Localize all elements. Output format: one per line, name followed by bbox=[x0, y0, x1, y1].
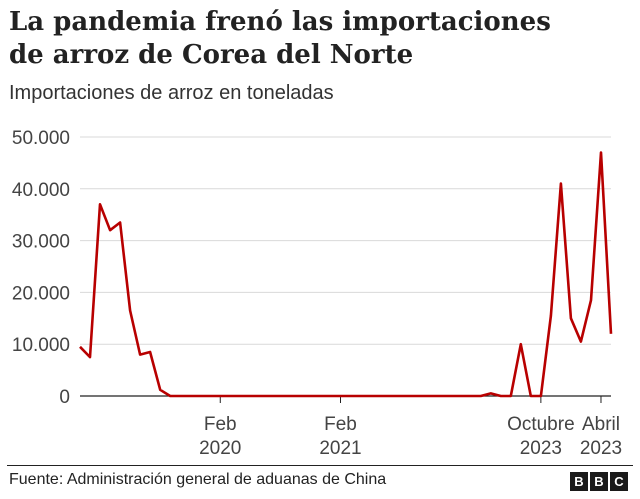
y-tick-label: 40.000 bbox=[12, 180, 70, 201]
chart-title-line-2: de arroz de Corea del Norte bbox=[9, 40, 414, 70]
footer-divider bbox=[7, 465, 633, 466]
chart-title-line-1: La pandemia frenó las importaciones bbox=[9, 7, 551, 37]
x-tick-label-line1: Abril bbox=[582, 414, 620, 435]
x-tick-label-line1: Feb bbox=[204, 414, 237, 435]
series-line bbox=[79, 151, 613, 398]
x-tick-label-line2: 2020 bbox=[199, 438, 241, 459]
y-tick-label: 20.000 bbox=[12, 283, 70, 304]
y-tick-label: 30.000 bbox=[12, 232, 70, 253]
x-tick-label-line1: Octubre bbox=[507, 414, 575, 435]
y-tick-label: 0 bbox=[59, 387, 70, 408]
chart-title: La pandemia frenó las importaciones de a… bbox=[9, 6, 629, 72]
x-tick-label-line1: Feb bbox=[324, 414, 357, 435]
bbc-logo-letter-3: C bbox=[610, 472, 628, 491]
x-tick-label-line2: 2023 bbox=[520, 438, 562, 459]
y-tick-label: 10.000 bbox=[12, 335, 70, 356]
bbc-logo-letter-1: B bbox=[570, 472, 588, 491]
y-tick-label: 50.000 bbox=[12, 128, 70, 149]
bbc-logo: B B C bbox=[570, 472, 628, 491]
line-chart: 0 10.000 20.000 30.000 40.000 50.000 Feb 2020 Fe… bbox=[12, 128, 622, 459]
chart-subtitle: Importaciones de arroz en toneladas bbox=[9, 82, 334, 104]
bbc-logo-letter-2: B bbox=[590, 472, 608, 491]
x-tick-label-line2: 2023 bbox=[580, 438, 622, 459]
source-note: Fuente: Administración general de aduana… bbox=[9, 471, 387, 488]
x-tick-label-line2: 2021 bbox=[319, 438, 361, 459]
